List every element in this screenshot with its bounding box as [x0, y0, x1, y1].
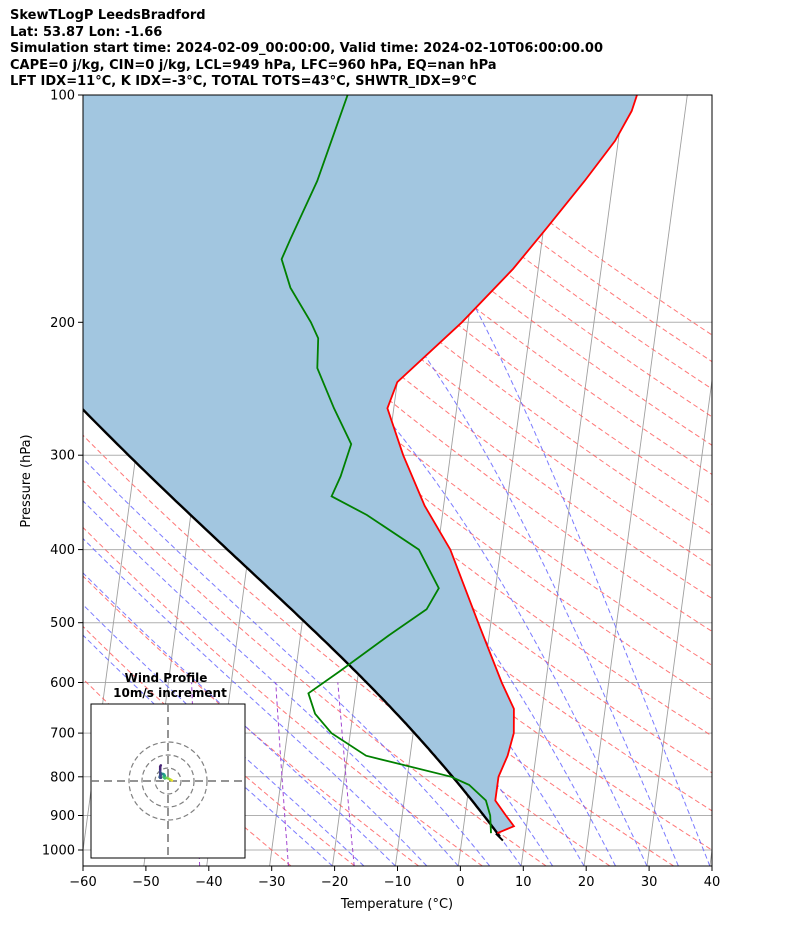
wind-barb-125: [711, 167, 712, 169]
moist-adiabat--20: [83, 634, 333, 866]
x-tick-label-0: 0: [456, 875, 464, 890]
moist-adiabat--10: [83, 572, 396, 866]
wind-barb-650: [711, 706, 712, 709]
chart-header: SkewTLogP LeedsBradford Lat: 53.87 Lon: …: [10, 8, 603, 91]
wind-barb-975: [711, 840, 712, 842]
indices-line-1: CAPE=0 j/kg, CIN=0 j/kg, LCL=949 hPa, LF…: [10, 57, 497, 73]
y-axis-label: Pressure (hPa): [19, 434, 34, 527]
wind-barb-700: [711, 731, 712, 734]
profile-lines: [83, 95, 638, 842]
hodograph-subtitle: 10m/s increment: [113, 686, 227, 700]
plot-area: [83, 95, 755, 866]
moist-adiabat--15: [83, 604, 365, 866]
x-tick-label--10: −10: [384, 875, 411, 890]
wind-barb-175: [711, 277, 712, 279]
y-tick-label-500: 500: [50, 616, 75, 631]
wind-barb-850: [711, 795, 712, 797]
hodograph-ring-20: [141, 754, 195, 808]
cin-area-shade: [83, 95, 637, 837]
wind-barb-110: [712, 114, 755, 126]
x-axis-label: Temperature (°C): [340, 897, 453, 912]
wind-barb-950: [711, 832, 712, 834]
hodograph-title: Wind Profile: [125, 671, 208, 685]
wind-barb-750: [711, 754, 712, 756]
dry-adiabat-110: [92, 95, 712, 599]
dry-adiabat-130: [157, 95, 712, 536]
x-tick-label--20: −20: [321, 875, 348, 890]
y-tick-label-400: 400: [50, 543, 75, 558]
parcel-profile-line: [83, 407, 501, 838]
dry-adiabat-170: [287, 95, 712, 418]
x-tick-label--60: −60: [69, 875, 96, 890]
wind-barb-550: [711, 653, 712, 654]
wind-barb-250: [711, 394, 712, 396]
y-tick-label-600: 600: [50, 676, 75, 691]
x-tick-label-10: 10: [515, 875, 532, 890]
wind-barb-150: [711, 227, 712, 228]
x-tick-label--30: −30: [258, 875, 285, 890]
wind-barb-800: [711, 775, 712, 777]
cape-cin-shading: [83, 95, 637, 837]
wind-barb-900: [711, 814, 712, 816]
dry-adiabat-100: [83, 118, 712, 632]
y-tick-label-900: 900: [50, 809, 75, 824]
isotherm-20: [583, 95, 688, 866]
wind-barbs: [711, 114, 755, 850]
wind-profile-hodograph: Wind Profile 10m/s increment: [90, 671, 246, 859]
wind-barb-1000: [711, 849, 712, 850]
mixing-ratio-line-2: [337, 682, 355, 866]
y-tick-label-200: 200: [50, 316, 75, 331]
hodograph-segment-17: [158, 764, 163, 768]
dry-adiabat-140: [189, 95, 712, 505]
mixing-ratio-line-1: [275, 682, 289, 866]
wind-barb-450: [711, 587, 712, 589]
y-tick-label-700: 700: [50, 727, 75, 742]
isotherm-10: [520, 95, 625, 866]
wind-barb-600: [711, 681, 712, 683]
x-tick-label--50: −50: [132, 875, 159, 890]
y-tick-label-100: 100: [50, 89, 75, 104]
dewpoint-line: [280, 95, 492, 834]
chart-title: SkewTLogP LeedsBradford: [10, 8, 206, 23]
time-line: Simulation start time: 2024-02-09_00:00:…: [10, 41, 603, 57]
parcel-start-mark: [495, 832, 504, 842]
indices-line-2: LFT IDX=11°C, K IDX=-3°C, TOTAL TOTS=43°…: [10, 74, 477, 90]
wind-barb-925: [711, 823, 712, 825]
moist-adiabat-30: [83, 104, 648, 866]
dry-adiabat-0: [83, 526, 483, 866]
moist-adiabat-0: [83, 500, 459, 866]
temperature-line: [386, 95, 638, 835]
hodograph-ring-30: [128, 741, 208, 821]
wind-barb-200: [711, 321, 712, 323]
wind-barb-225: [711, 360, 712, 361]
y-tick-label-800: 800: [50, 770, 75, 785]
isotherm-40: [709, 846, 712, 866]
y-tick-label-300: 300: [50, 449, 75, 464]
x-tick-label--40: −40: [195, 875, 222, 890]
x-tick-label-20: 20: [578, 875, 595, 890]
wind-barb-500: [711, 621, 712, 623]
wind-barb-350: [711, 505, 712, 506]
location-line: Lat: 53.87 Lon: -1.66: [10, 24, 163, 40]
moist-adiabat-35: [193, 95, 679, 866]
wind-barb-400: [711, 548, 712, 550]
moist-adiabat--5: [83, 537, 428, 866]
x-tick-label-40: 40: [704, 875, 721, 890]
x-tick-label-30: 30: [641, 875, 658, 890]
wind-barb-300: [711, 454, 712, 456]
hodograph-ring-10: [154, 767, 182, 795]
hodograph-frame: [90, 703, 246, 859]
dry-adiabat-10: [83, 479, 547, 866]
wind-barb-275: [711, 426, 712, 427]
moist-adiabat-40: [336, 95, 711, 866]
isotherm-30: [646, 376, 712, 866]
axes: −60 −50 −40 −30 −20 −10 0 10 20 30 40 100 200 300 400 5…: [42, 89, 720, 891]
moist-adiabat-15: [83, 352, 554, 866]
y-tick-label-1000: 1000: [42, 844, 75, 859]
